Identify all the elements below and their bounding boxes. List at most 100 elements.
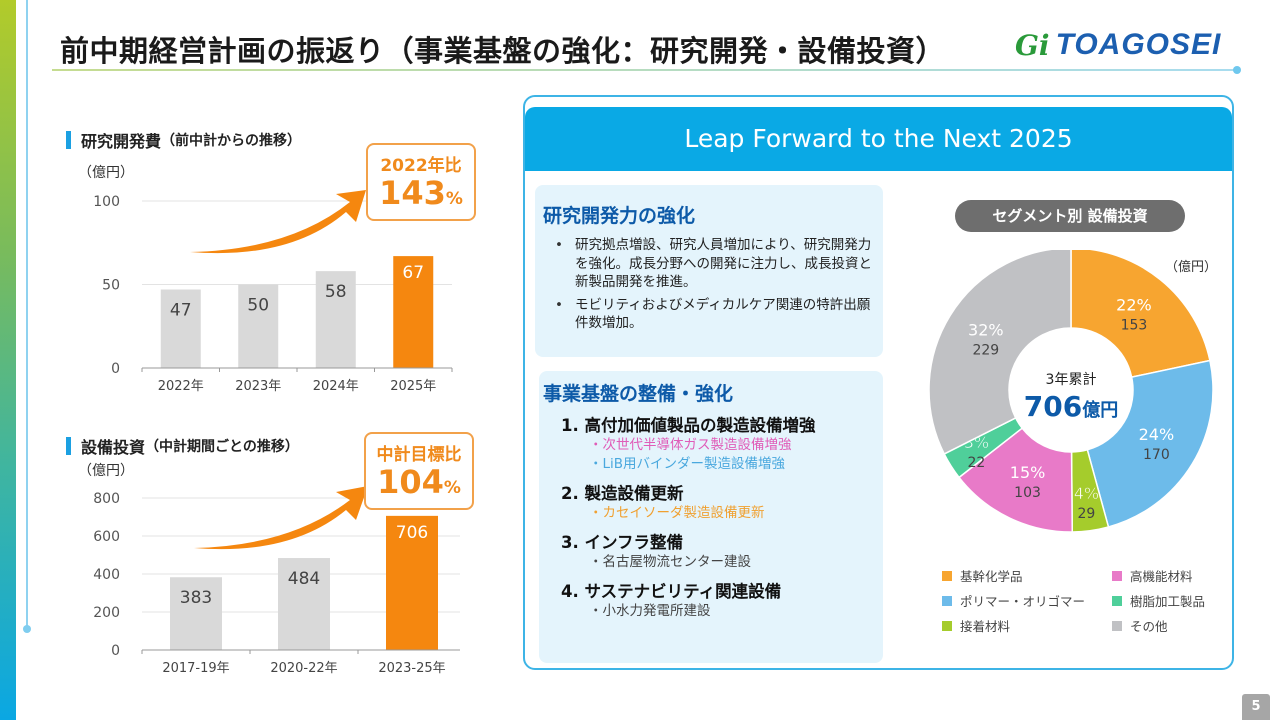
bar <box>238 284 279 368</box>
donut-slice <box>958 427 1074 533</box>
segment-capex-pill: セグメント別 設備投資 <box>955 200 1185 232</box>
rd-chart-heading-wrap: 研究開発費 （前中計からの推移） <box>66 128 506 152</box>
rd-callout-label: 2022年比 <box>380 156 462 176</box>
legend-label: ポリマー・オリゴマー <box>960 594 1086 609</box>
slice-value-label: 22 <box>967 455 985 471</box>
bar-value-label: 484 <box>288 569 320 589</box>
leap-forward-panel: Leap Forward to the Next 2025 研究開発力の強化 研… <box>523 95 1234 670</box>
segment-donut-chart: 22%15324%1704%2915%1033%2232%2293年累計706億… <box>928 250 1214 533</box>
sub-item: ・LiB用バインダー製造設備増強 <box>589 456 786 472</box>
pie-legend: 基幹化学品 高機能材料ポリマー・オリゴマー 樹脂加工製品接着材料 その他 <box>942 566 1232 635</box>
capex-callout-value: 104 <box>377 463 444 501</box>
legend-item: 高機能材料 <box>1112 566 1232 585</box>
y-tick-label: 400 <box>93 567 120 583</box>
legend-label: 樹脂加工製品 <box>1130 594 1206 609</box>
side-gradient-bar <box>0 0 16 720</box>
capex-callout-suffix: % <box>443 478 461 498</box>
side-decor-dot <box>23 625 31 633</box>
x-tick-label: 2020-22年 <box>270 661 337 676</box>
slice-percent-label: 24% <box>1139 425 1175 444</box>
business-base-box: 事業基盤の整備・強化 1. 高付加価値製品の製造設備増強 ・次世代半導体ガス製造設… <box>539 371 883 663</box>
heading-marker <box>66 437 71 455</box>
bar <box>315 271 356 368</box>
slice-percent-label: 32% <box>968 321 1004 340</box>
rd-strength-title: 研究開発力の強化 <box>543 205 696 227</box>
legend-item: ポリマー・オリゴマー <box>942 591 1112 610</box>
bar-value-label: 58 <box>325 282 347 302</box>
x-tick-label: 2023年 <box>235 379 281 394</box>
x-tick-label: 2022年 <box>158 379 204 394</box>
y-tick-label: 100 <box>93 194 120 210</box>
pie-unit: （億円） <box>1165 260 1218 275</box>
numbered-item: 3. インフラ整備 <box>561 533 683 552</box>
y-tick-label: 0 <box>111 643 120 659</box>
side-decor-line <box>26 0 28 630</box>
legend-item: 接着材料 <box>942 616 1112 635</box>
growth-arrow-icon <box>190 190 366 254</box>
bullet-item: 研究拠点増設、研究人員増加により、研究開発力を強化。成長分野への開発に注力し、成… <box>543 236 875 292</box>
numbered-item: 4. サステナビリティ関連設備 <box>561 582 782 601</box>
y-tick-label: 0 <box>111 361 120 377</box>
sub-item: ・小水力発電所建設 <box>589 603 711 619</box>
y-tick-label: 800 <box>93 491 120 507</box>
y-tick-label: 50 <box>102 278 120 294</box>
center-total-value: 706 <box>1024 390 1082 423</box>
logo-text: TOAGOSEI <box>1055 28 1222 61</box>
y-tick-label: 200 <box>93 605 120 621</box>
bar <box>278 558 330 650</box>
capex-growth-callout: 中計目標比 104% <box>364 432 474 510</box>
donut-slice <box>928 250 1072 455</box>
legend-item: 基幹化学品 <box>942 566 1112 585</box>
legend-item: 樹脂加工製品 <box>1112 591 1232 610</box>
title-underline <box>52 69 1240 71</box>
donut-slice <box>1086 359 1214 528</box>
numbered-item: 1. 高付加価値製品の製造設備増強 <box>561 416 816 435</box>
legend-swatch-icon <box>942 595 952 606</box>
center-total: 706億円 <box>1024 390 1118 423</box>
panel-header: Leap Forward to the Next 2025 <box>525 107 1232 171</box>
x-tick-label: 2024年 <box>313 379 359 394</box>
rd-strength-box: 研究開発力の強化 研究拠点増設、研究人員増加により、研究開発力を強化。成長分野へ… <box>535 185 883 357</box>
donut-slice <box>1070 250 1211 379</box>
bullet-item: モビリティおよびメディカルケア関連の特許出願件数増加。 <box>543 296 875 333</box>
center-total-unit: 億円 <box>1082 399 1118 421</box>
legend-item: その他 <box>1112 616 1232 635</box>
slice-percent-label: 15% <box>1010 463 1046 482</box>
rd-growth-callout: 2022年比 143% <box>366 143 476 221</box>
legend-label: 高機能材料 <box>1130 569 1193 584</box>
legend-swatch-icon <box>1112 620 1122 631</box>
page-title: 前中期経営計画の振返り（事業基盤の強化：研究開発・設備投資） <box>60 34 946 68</box>
capex-chart-unit: （億円） <box>78 463 134 479</box>
capex-chart-subtitle: （中計期間ごとの推移） <box>145 439 299 455</box>
bar <box>386 515 438 650</box>
rd-chart-title: 研究開発費 <box>81 132 162 151</box>
slice-percent-label: 4% <box>1074 484 1099 503</box>
slice-value-label: 170 <box>1143 447 1170 463</box>
capex-callout-label: 中計目標比 <box>376 445 462 465</box>
rd-chart-subtitle: （前中計からの推移） <box>161 133 302 149</box>
rd-chart-heading: 研究開発費 （前中計からの推移） <box>66 128 506 152</box>
rd-chart-unit: （億円） <box>78 165 134 181</box>
rd-bar-chart: 0 50 100 47 2022年 50 2023年 58 2024年 67 2025年 <box>93 190 453 394</box>
slice-value-label: 229 <box>972 343 999 359</box>
growth-arrow-icon <box>194 486 368 550</box>
bar-value-label: 706 <box>396 523 428 543</box>
slice-value-label: 29 <box>1077 506 1095 522</box>
page-number: 5 <box>1242 694 1270 720</box>
capex-chart-title: 設備投資 <box>81 438 146 457</box>
sub-item: ・カセイソーダ製造設備更新 <box>589 505 765 521</box>
legend-label: 接着材料 <box>960 619 1011 634</box>
rd-strength-bullets: 研究拠点増設、研究人員増加により、研究開発力を強化。成長分野への開発に注力し、成… <box>543 236 875 333</box>
heading-marker <box>66 131 71 149</box>
legend-swatch-icon <box>942 570 952 581</box>
legend-swatch-icon <box>1112 570 1122 581</box>
sub-item: ・名古屋物流センター建設 <box>589 554 751 570</box>
y-tick-label: 600 <box>93 529 120 545</box>
business-base-title: 事業基盤の整備・強化 <box>543 383 734 405</box>
legend-swatch-icon <box>942 620 952 631</box>
capex-chart-heading-wrap: 設備投資 （中計期間ごとの推移） <box>66 434 506 458</box>
numbered-item: 2. 製造設備更新 <box>561 484 684 503</box>
legend-label: その他 <box>1130 619 1168 634</box>
title-underline-dot <box>1233 66 1241 74</box>
business-base-items: 1. 高付加価値製品の製造設備増強 ・次世代半導体ガス製造設備増強 ・LiB用バイン… <box>543 412 877 621</box>
